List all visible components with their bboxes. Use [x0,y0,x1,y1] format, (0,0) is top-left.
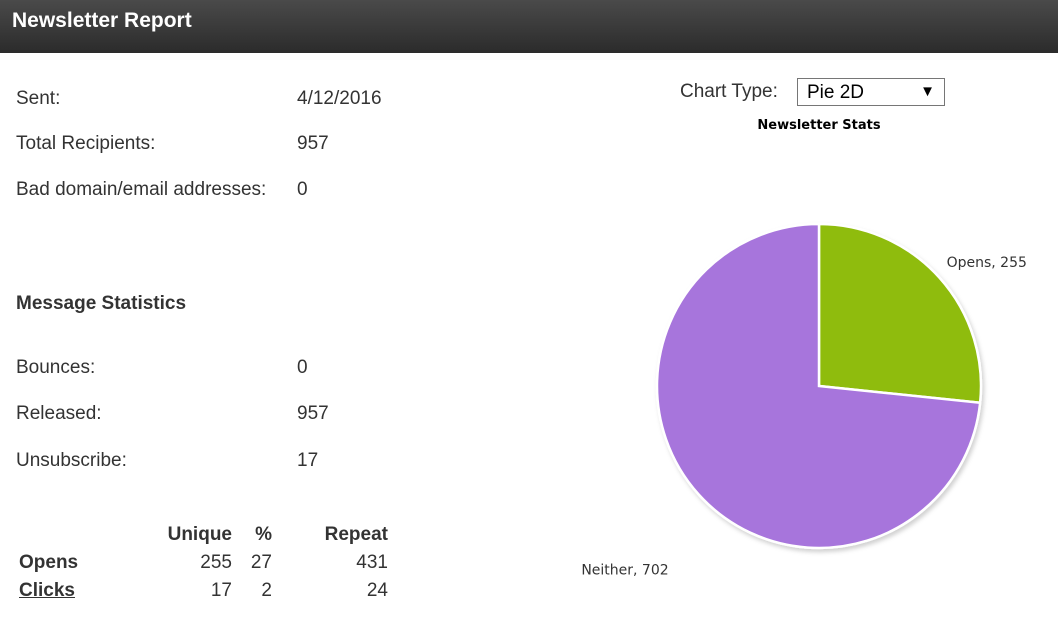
clicks-percent: 2 [261,580,272,601]
opens-unique: 255 [200,552,232,573]
total-recipients-label: Total Recipients: [16,133,156,154]
clicks-link[interactable]: Clicks [19,580,75,601]
chart-title: Newsletter Stats [757,118,880,133]
triangle-down-icon: ▼ [920,83,935,100]
message-statistics-heading: Message Statistics [16,293,187,314]
column-header-percent: % [255,524,272,545]
opens-repeat: 431 [356,552,388,573]
unsubscribe-value: 17 [297,450,319,471]
bounces-value: 0 [297,357,308,378]
column-header-unique: Unique [167,524,232,545]
released-value: 957 [297,403,329,424]
clicks-unique: 17 [210,580,232,601]
clicks-repeat: 24 [366,580,388,601]
opens-percent: 27 [250,552,272,573]
pie-label-neither: Neither, 702 [581,562,668,578]
unsubscribe-label: Unsubscribe: [16,450,127,471]
total-recipients-value: 957 [297,133,329,154]
row-opens-label: Opens [19,552,79,573]
sent-label: Sent: [16,88,61,109]
chart-type-select[interactable]: Pie 2D ▼ [797,78,945,106]
chart-type-selected-value: Pie 2D [807,82,865,103]
bounces-label: Bounces: [16,357,96,378]
pie-slice-neither [655,222,982,550]
pie-slices-group [655,222,983,550]
sent-value: 4/12/2016 [297,88,382,109]
page-title: Newsletter Report [12,9,192,32]
report-header: Newsletter Report [0,0,1058,53]
pie-slice-opens [817,222,983,405]
column-header-repeat: Repeat [324,524,388,545]
chart-type-label: Chart Type: [680,81,778,102]
pie-labels-group: Opens, 255 Neither, 702 [581,255,1027,578]
pie-label-opens: Opens, 255 [947,255,1027,271]
released-label: Released: [16,403,102,424]
bad-addresses-label: Bad domain/email addresses: [16,179,267,200]
bad-addresses-value: 0 [297,179,308,200]
newsletter-stats-pie-chart: Newsletter Stats Opens, 255 Neither, 702 [581,118,1027,578]
